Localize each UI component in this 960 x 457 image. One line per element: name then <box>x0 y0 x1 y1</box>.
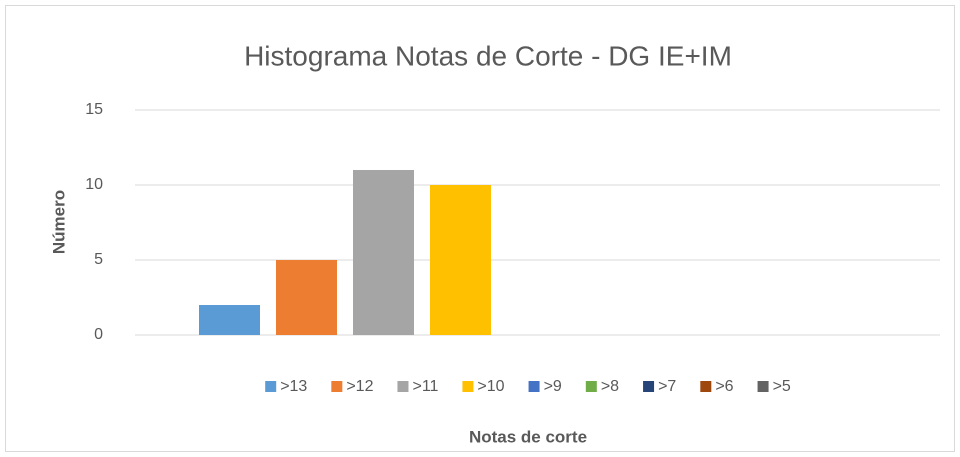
legend-swatch <box>700 381 712 392</box>
legend-label: >6 <box>715 378 733 395</box>
legend-label: >5 <box>773 378 791 395</box>
bar <box>430 185 491 335</box>
legend-swatch <box>757 381 769 392</box>
legend-label: >12 <box>346 378 373 395</box>
legend-label: >8 <box>601 378 619 395</box>
y-tick-label: 0 <box>94 326 103 343</box>
chart-title: Histograma Notas de Corte - DG IE+IM <box>244 40 732 71</box>
legend-label: >7 <box>658 378 676 395</box>
bar <box>199 305 260 335</box>
y-tick-label: 5 <box>94 251 103 268</box>
legend-swatch <box>462 381 474 392</box>
legend-swatch <box>528 381 540 392</box>
bar <box>276 260 337 335</box>
legend-swatch <box>585 381 597 392</box>
x-axis-label: Notas de corte <box>469 427 587 446</box>
legend-label: >9 <box>544 378 562 395</box>
legend-label: >13 <box>280 378 307 395</box>
y-axis-label: Número <box>49 190 68 254</box>
legend-label: >11 <box>412 378 438 395</box>
legend-swatch <box>397 381 409 392</box>
legend-swatch <box>643 381 655 392</box>
legend-swatch <box>331 381 343 392</box>
legend-swatch <box>265 381 277 392</box>
legend-label: >10 <box>477 378 504 395</box>
y-tick-label: 15 <box>85 101 103 118</box>
y-tick-label: 10 <box>85 176 103 193</box>
bar <box>353 170 414 335</box>
